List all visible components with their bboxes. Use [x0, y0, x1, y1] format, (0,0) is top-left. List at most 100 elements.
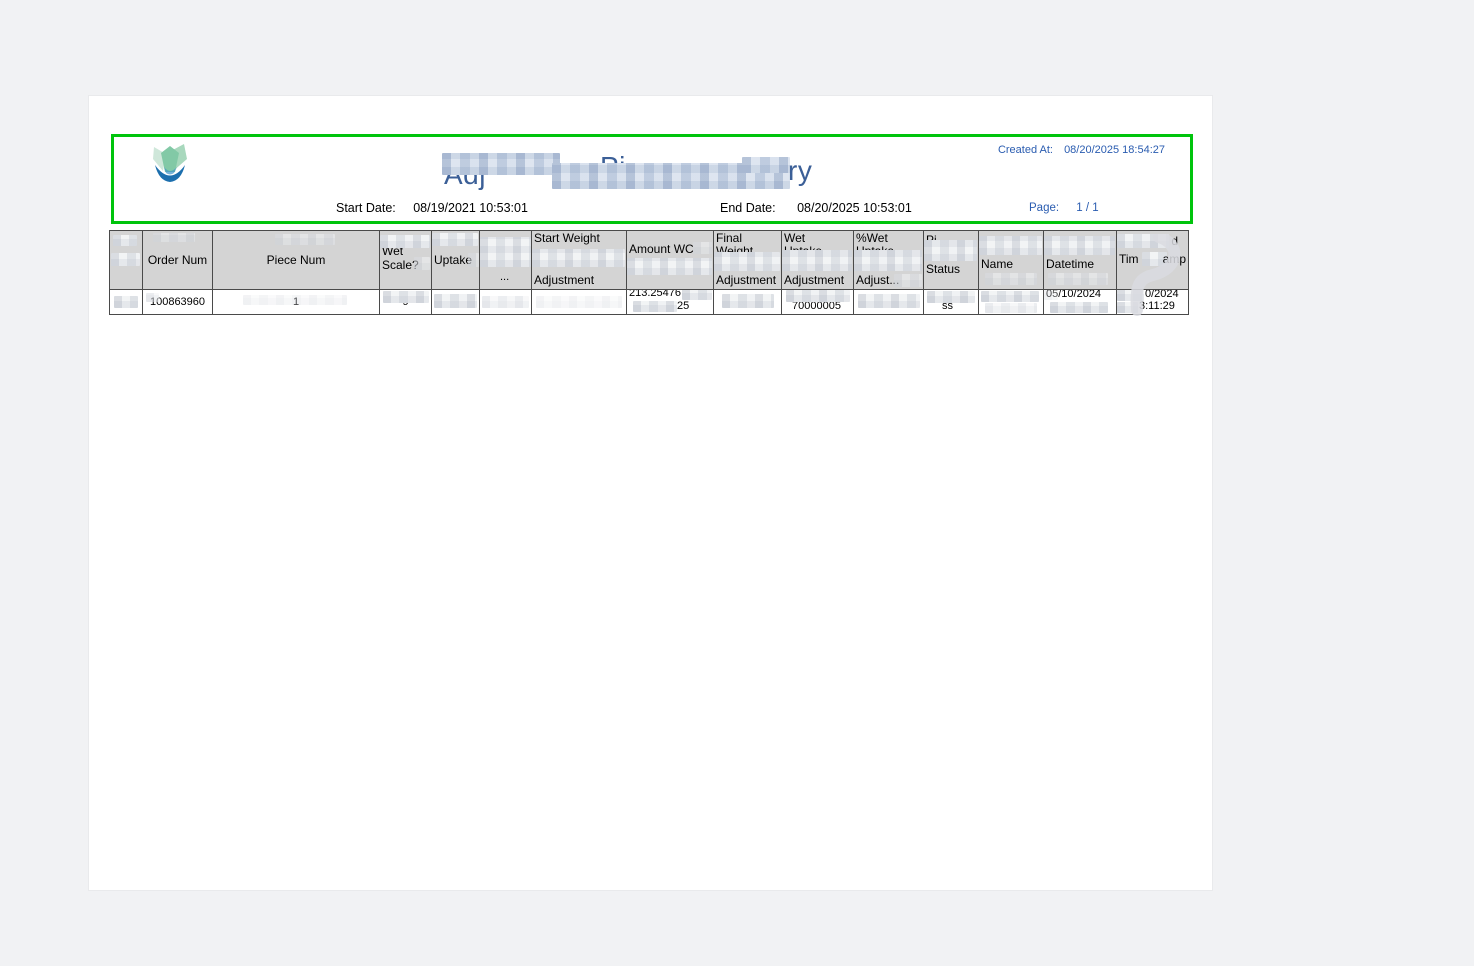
company-logo-icon — [153, 144, 187, 182]
title-fragment-mid: Pi — [600, 151, 626, 182]
redaction-blur — [985, 273, 1037, 285]
redaction-blur — [434, 294, 477, 308]
cell-value: 3:11:29 — [1139, 300, 1175, 312]
start-date-label: Start Date: — [336, 201, 396, 215]
title-fragment-start: Adj — [444, 159, 486, 190]
start-date: Start Date: 08/19/2021 10:53:01 — [336, 201, 528, 215]
page-indicator: Page: 1 / 1 — [1029, 202, 1099, 214]
col-header-uptake: Uptake — [431, 230, 480, 290]
redaction-blur — [633, 301, 677, 312]
report-page: Created At: 08/20/2025 18:54:27 Adj Pi r… — [88, 95, 1213, 891]
col-header-label: %Wet — [856, 231, 888, 245]
redaction-blur — [1117, 302, 1138, 313]
col-header-final-weight-adjustment: Final Weight Adjustment — [713, 230, 782, 290]
redaction-blur — [552, 163, 790, 189]
col-header-label: Wet — [382, 244, 404, 258]
redaction-blur — [722, 294, 774, 308]
created-at-value: 08/20/2025 18:54:27 — [1064, 144, 1165, 156]
redaction-blur — [693, 242, 712, 254]
col-header-timestamp: d Tim amp — [1116, 230, 1189, 290]
redaction-blur — [985, 303, 1037, 313]
page-label: Page: — [1029, 202, 1060, 214]
header-meta-line: Start Date: 08/19/2021 10:53:01 End Date… — [114, 201, 1190, 219]
col-header-label: Adjustment — [716, 273, 777, 287]
col-header-label: Scale? — [382, 258, 419, 272]
redaction-blur — [111, 253, 140, 266]
cell-timestamp: 0/2024 3:11:29 — [1116, 289, 1189, 315]
cell-value: 70000005 — [792, 300, 841, 312]
col-header-label: Pi — [926, 233, 937, 247]
cell-value: 9 — [402, 296, 409, 308]
cell-value: 1 — [292, 296, 300, 308]
col-header-label: Uptake — [784, 244, 823, 258]
title-fragment-end: ry — [788, 155, 813, 186]
table-header-row: Order Num Piece Num Wet Scale? Uptake — [109, 230, 1189, 290]
col-header-datetime: Datetime — [1043, 230, 1117, 290]
col-header-label: Uptake — [434, 253, 473, 267]
cell-start-weight-adjustment — [531, 289, 627, 315]
col-header-label: ... — [500, 271, 510, 283]
col-header-label: Piece Num — [266, 253, 326, 267]
col-header-pct-wet-uptake-adjust: %Wet Uptake Adjust... — [853, 230, 924, 290]
cell-value: 100863960 — [149, 296, 206, 308]
col-header-amount-wc: Amount WC — [626, 230, 714, 290]
cell-wet-scale: 9 — [379, 289, 432, 315]
col-header-label: Datetime — [1046, 257, 1095, 271]
col-header-label: d — [1171, 234, 1178, 248]
created-at-label: Created At: — [997, 144, 1053, 156]
cell-value: 05/10/2024 — [1046, 289, 1102, 300]
cell-amount-wc: 213.25476 25 — [626, 289, 714, 315]
cell-redacted-2 — [479, 289, 532, 315]
col-header-wet-scale: Wet Scale? — [379, 230, 432, 290]
cell-wet-uptake-adjustment: 70000005 — [781, 289, 854, 315]
col-header-label: amp — [1162, 252, 1186, 266]
cell-order-num: 100863960 — [142, 289, 213, 315]
col-header-redacted — [109, 230, 143, 290]
col-header-label: Adjustment — [534, 273, 595, 287]
col-header-label: Final — [716, 231, 743, 245]
col-header-label: Weight — [716, 244, 754, 258]
col-header-label: Order Num — [147, 253, 208, 267]
col-header-label: Wet — [784, 231, 806, 245]
redaction-blur — [1117, 234, 1169, 248]
col-header-wet-uptake-adjustment: Wet Uptake Adjustment — [781, 230, 854, 290]
cell-final-weight-adjustment — [713, 289, 782, 315]
redaction-blur — [742, 157, 790, 173]
col-header-label: Adjustment — [784, 273, 845, 287]
created-at: Created At: 08/20/2025 18:54:27 — [998, 144, 1165, 156]
redaction-blur — [981, 291, 1039, 302]
end-date-value: 08/20/2025 10:53:01 — [797, 201, 912, 215]
cell-value: ss — [942, 300, 953, 312]
redaction-blur — [432, 233, 478, 246]
cell-value: 25 — [677, 300, 690, 312]
col-header-label: Status — [926, 262, 961, 276]
redaction-blur — [979, 236, 1042, 255]
redaction-blur — [275, 234, 335, 245]
start-date-value: 08/19/2021 10:53:01 — [413, 201, 528, 215]
col-header-redacted-2: ... — [479, 230, 532, 290]
col-header-label: Adjust... — [856, 273, 900, 287]
redaction-blur — [858, 294, 920, 308]
col-header-label: Uptake — [856, 244, 895, 258]
redaction-blur — [1050, 302, 1108, 313]
redaction-blur — [482, 296, 529, 308]
cell-datetime: 05/10/2024 — [1043, 289, 1117, 315]
cell-redacted — [109, 289, 143, 315]
redaction-blur — [682, 290, 712, 300]
redaction-blur — [1044, 236, 1115, 255]
col-header-label: Name — [981, 257, 1014, 271]
col-header-piece-num: Piece Num — [212, 230, 380, 290]
table-data-row: 100863960 1 9 — [109, 289, 1189, 315]
col-header-label: Start Weight — [534, 231, 600, 245]
cell-pct-wet-uptake-adjust — [853, 289, 924, 315]
redaction-blur — [1048, 273, 1108, 285]
end-date-label: End Date: — [720, 201, 776, 215]
cell-uptake — [431, 289, 480, 315]
redaction-blur — [114, 296, 138, 308]
page-value: 1 / 1 — [1076, 202, 1099, 214]
report-table-container: Order Num Piece Num Wet Scale? Uptake — [109, 230, 1189, 316]
col-header-status: Pi Status — [923, 230, 979, 290]
col-header-label: Amount WC — [629, 242, 694, 256]
col-header-name: Name — [978, 230, 1044, 290]
report-table: Order Num Piece Num Wet Scale? Uptake — [109, 230, 1189, 315]
